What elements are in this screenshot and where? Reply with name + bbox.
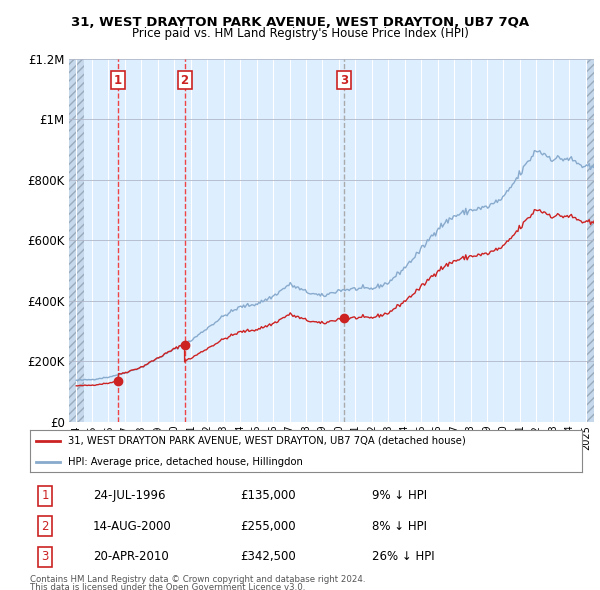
Text: £342,500: £342,500: [240, 550, 296, 563]
Text: 8% ↓ HPI: 8% ↓ HPI: [372, 520, 427, 533]
Text: 3: 3: [41, 550, 49, 563]
Text: HPI: Average price, detached house, Hillingdon: HPI: Average price, detached house, Hill…: [68, 457, 302, 467]
Text: 24-JUL-1996: 24-JUL-1996: [93, 489, 166, 502]
Bar: [586, 59, 594, 422]
Text: Contains HM Land Registry data © Crown copyright and database right 2024.: Contains HM Land Registry data © Crown c…: [30, 575, 365, 584]
Bar: [69, 59, 84, 422]
Text: 31, WEST DRAYTON PARK AVENUE, WEST DRAYTON, UB7 7QA (detached house): 31, WEST DRAYTON PARK AVENUE, WEST DRAYT…: [68, 436, 465, 446]
Text: 26% ↓ HPI: 26% ↓ HPI: [372, 550, 434, 563]
Text: 2: 2: [41, 520, 49, 533]
Text: £255,000: £255,000: [240, 520, 296, 533]
Text: 9% ↓ HPI: 9% ↓ HPI: [372, 489, 427, 502]
Text: 14-AUG-2000: 14-AUG-2000: [93, 520, 172, 533]
Text: £135,000: £135,000: [240, 489, 296, 502]
Text: 1: 1: [113, 74, 122, 87]
Text: 31, WEST DRAYTON PARK AVENUE, WEST DRAYTON, UB7 7QA: 31, WEST DRAYTON PARK AVENUE, WEST DRAYT…: [71, 16, 529, 29]
Text: 2: 2: [181, 74, 188, 87]
Text: 3: 3: [340, 74, 348, 87]
Text: 1: 1: [41, 489, 49, 502]
Text: This data is licensed under the Open Government Licence v3.0.: This data is licensed under the Open Gov…: [30, 583, 305, 590]
Text: 20-APR-2010: 20-APR-2010: [93, 550, 169, 563]
Text: Price paid vs. HM Land Registry's House Price Index (HPI): Price paid vs. HM Land Registry's House …: [131, 27, 469, 40]
